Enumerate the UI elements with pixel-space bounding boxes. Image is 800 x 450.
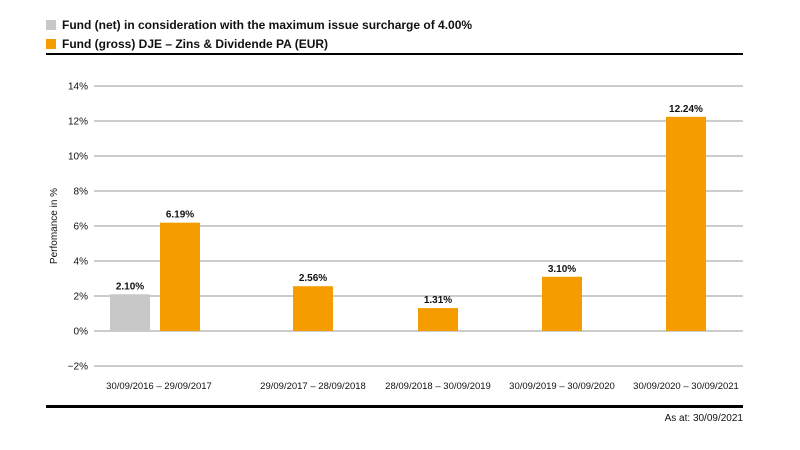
y-tick-label: 6% bbox=[74, 222, 89, 233]
x-category-label: 28/09/2018 – 30/09/2019 bbox=[385, 381, 491, 392]
legend-item-net: Fund (net) in consideration with the max… bbox=[46, 15, 472, 34]
x-category-label: 30/09/2019 – 30/09/2020 bbox=[509, 381, 615, 392]
y-tick-label: 0% bbox=[74, 327, 89, 338]
data-label: 6.19% bbox=[166, 210, 194, 221]
y-tick-label: 8% bbox=[74, 187, 89, 198]
data-label: 1.31% bbox=[424, 295, 452, 306]
as-at-date: As at: 30/09/2021 bbox=[664, 413, 743, 424]
data-label: 3.10% bbox=[548, 264, 576, 275]
bar-gross bbox=[542, 276, 582, 331]
bar-gross bbox=[418, 308, 458, 331]
legend-label-gross: Fund (gross) DJE – Zins & Dividende PA (… bbox=[62, 36, 329, 51]
y-tick-label: −2% bbox=[68, 362, 88, 373]
legend-label-net: Fund (net) in consideration with the max… bbox=[62, 17, 473, 32]
legend-swatch-gross bbox=[46, 38, 56, 49]
data-label: 12.24% bbox=[669, 104, 703, 115]
y-tick-label: 12% bbox=[68, 117, 88, 128]
top-rule bbox=[46, 53, 743, 55]
y-tick-label: 10% bbox=[68, 152, 88, 163]
bar-gross bbox=[293, 286, 333, 331]
x-category-label: 30/09/2016 – 29/09/2017 bbox=[106, 381, 212, 392]
bar-net bbox=[110, 294, 150, 331]
x-category-label: 29/09/2017 – 28/09/2018 bbox=[260, 381, 366, 392]
bar-gross bbox=[160, 222, 200, 331]
data-label: 2.56% bbox=[299, 273, 327, 284]
y-tick-label: 4% bbox=[74, 257, 89, 268]
legend-swatch-net bbox=[46, 19, 56, 30]
legend: Fund (net) in consideration with the max… bbox=[46, 15, 472, 53]
y-tick-label: 2% bbox=[74, 292, 89, 303]
legend-item-gross: Fund (gross) DJE – Zins & Dividende PA (… bbox=[46, 34, 472, 53]
bar-gross bbox=[666, 116, 706, 331]
data-label: 2.10% bbox=[116, 281, 144, 292]
bottom-rule bbox=[46, 405, 743, 408]
y-tick-label: 14% bbox=[68, 82, 88, 93]
x-category-label: 30/09/2020 – 30/09/2021 bbox=[633, 381, 739, 392]
y-axis-label: Perfomance in % bbox=[49, 188, 60, 264]
